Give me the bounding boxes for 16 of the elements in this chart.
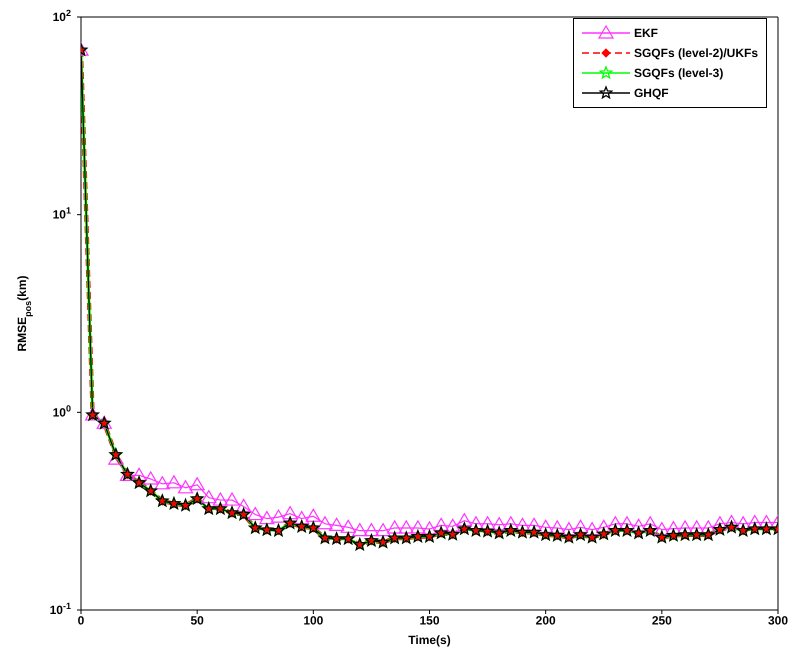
x-tick-label: 150 xyxy=(419,614,440,628)
x-tick-label: 50 xyxy=(190,614,204,628)
x-tick-label: 0 xyxy=(78,614,85,628)
y-tick-label: 10$^{2}$ xyxy=(52,8,71,24)
y-tick-label: 10$^{1}$ xyxy=(52,206,71,222)
legend-label: SGQFs (level-3) xyxy=(634,66,724,80)
y-tick-label: 10$^{0}$ xyxy=(52,403,71,420)
legend-label: SGQFs (level-2)/UKFs xyxy=(634,46,758,60)
legend-label: GHQF xyxy=(634,86,669,100)
x-axis-title: Time(s) xyxy=(408,633,451,647)
x-tick-label: 200 xyxy=(536,614,556,628)
legend-label: EKF xyxy=(634,26,658,40)
x-tick-label: 250 xyxy=(652,614,672,628)
x-tick-label: 100 xyxy=(303,614,324,628)
y-tick-label: 10$^{-1}$ xyxy=(50,601,71,617)
x-tick-label: 300 xyxy=(768,614,788,628)
